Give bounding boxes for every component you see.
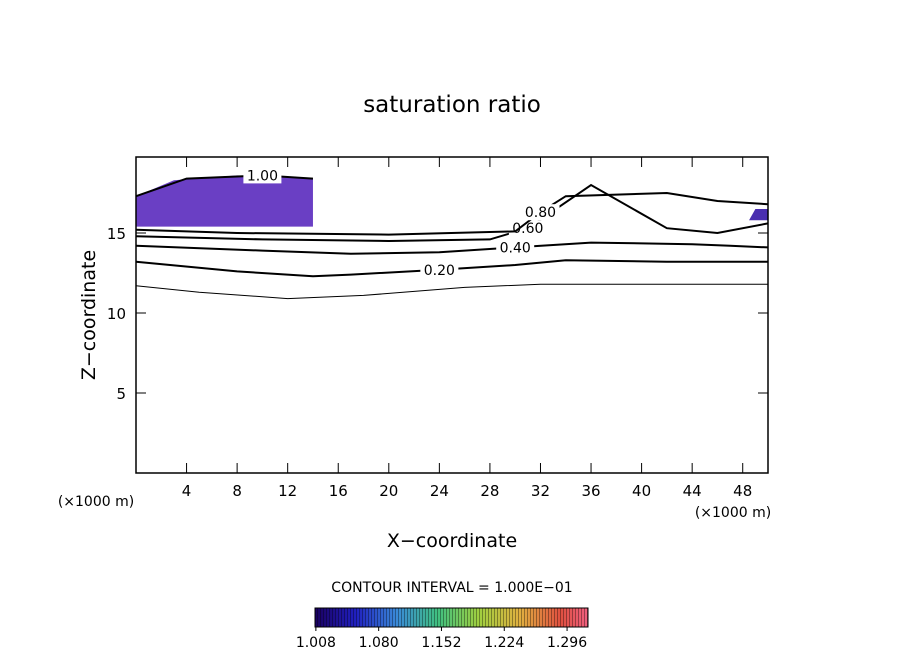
contour-label: 1.00 bbox=[247, 168, 278, 184]
x-tick-label: 8 bbox=[232, 482, 242, 500]
x-tick-label: 20 bbox=[379, 482, 398, 500]
contour-line bbox=[135, 283, 768, 300]
colorbar-label: 1.296 bbox=[547, 635, 587, 651]
x-tick-label: 48 bbox=[733, 482, 752, 500]
contour-label: 0.60 bbox=[512, 221, 543, 237]
label-background bbox=[243, 167, 282, 184]
colorbar-label: 1.008 bbox=[296, 635, 336, 651]
colorbar-label: 1.224 bbox=[484, 635, 524, 651]
x-tick-label: 32 bbox=[531, 482, 550, 500]
y-tick-label: 5 bbox=[116, 385, 126, 403]
contour-label: 0.40 bbox=[500, 240, 531, 256]
y-axis-label: Z−coordinate bbox=[78, 250, 100, 380]
contour-label: 0.80 bbox=[525, 205, 556, 221]
label-background bbox=[420, 261, 459, 278]
x-tick-label: 12 bbox=[278, 482, 297, 500]
contour-line bbox=[135, 241, 769, 255]
label-background bbox=[508, 220, 547, 237]
x-tick-label: 24 bbox=[430, 482, 449, 500]
label-background bbox=[496, 239, 535, 256]
y-tick-label: 10 bbox=[107, 305, 126, 323]
colorbar-label: 1.080 bbox=[359, 635, 399, 651]
y-tick-label: 15 bbox=[107, 225, 126, 243]
label-background bbox=[521, 204, 560, 221]
x-unit: (×1000 m) bbox=[695, 505, 771, 521]
x-tick-label: 16 bbox=[329, 482, 348, 500]
x-unit: (×1000 m) bbox=[58, 494, 134, 510]
filled-region bbox=[136, 175, 313, 227]
contour-label: 0.20 bbox=[424, 263, 455, 279]
colorbar-label: 1.152 bbox=[421, 635, 461, 651]
contour-line bbox=[135, 174, 314, 198]
x-tick-label: 4 bbox=[182, 482, 192, 500]
filled-region bbox=[749, 209, 768, 221]
plot-frame bbox=[135, 156, 769, 474]
x-tick-label: 36 bbox=[581, 482, 600, 500]
x-tick-label: 44 bbox=[683, 482, 702, 500]
x-axis-label: X−coordinate bbox=[387, 530, 517, 552]
x-tick-label: 40 bbox=[632, 482, 651, 500]
chart-title: saturation ratio bbox=[363, 92, 541, 118]
x-tick-label: 28 bbox=[480, 482, 499, 500]
colorbar-frame bbox=[314, 607, 589, 628]
contour-interval: CONTOUR INTERVAL = 1.000E−01 bbox=[331, 580, 572, 596]
